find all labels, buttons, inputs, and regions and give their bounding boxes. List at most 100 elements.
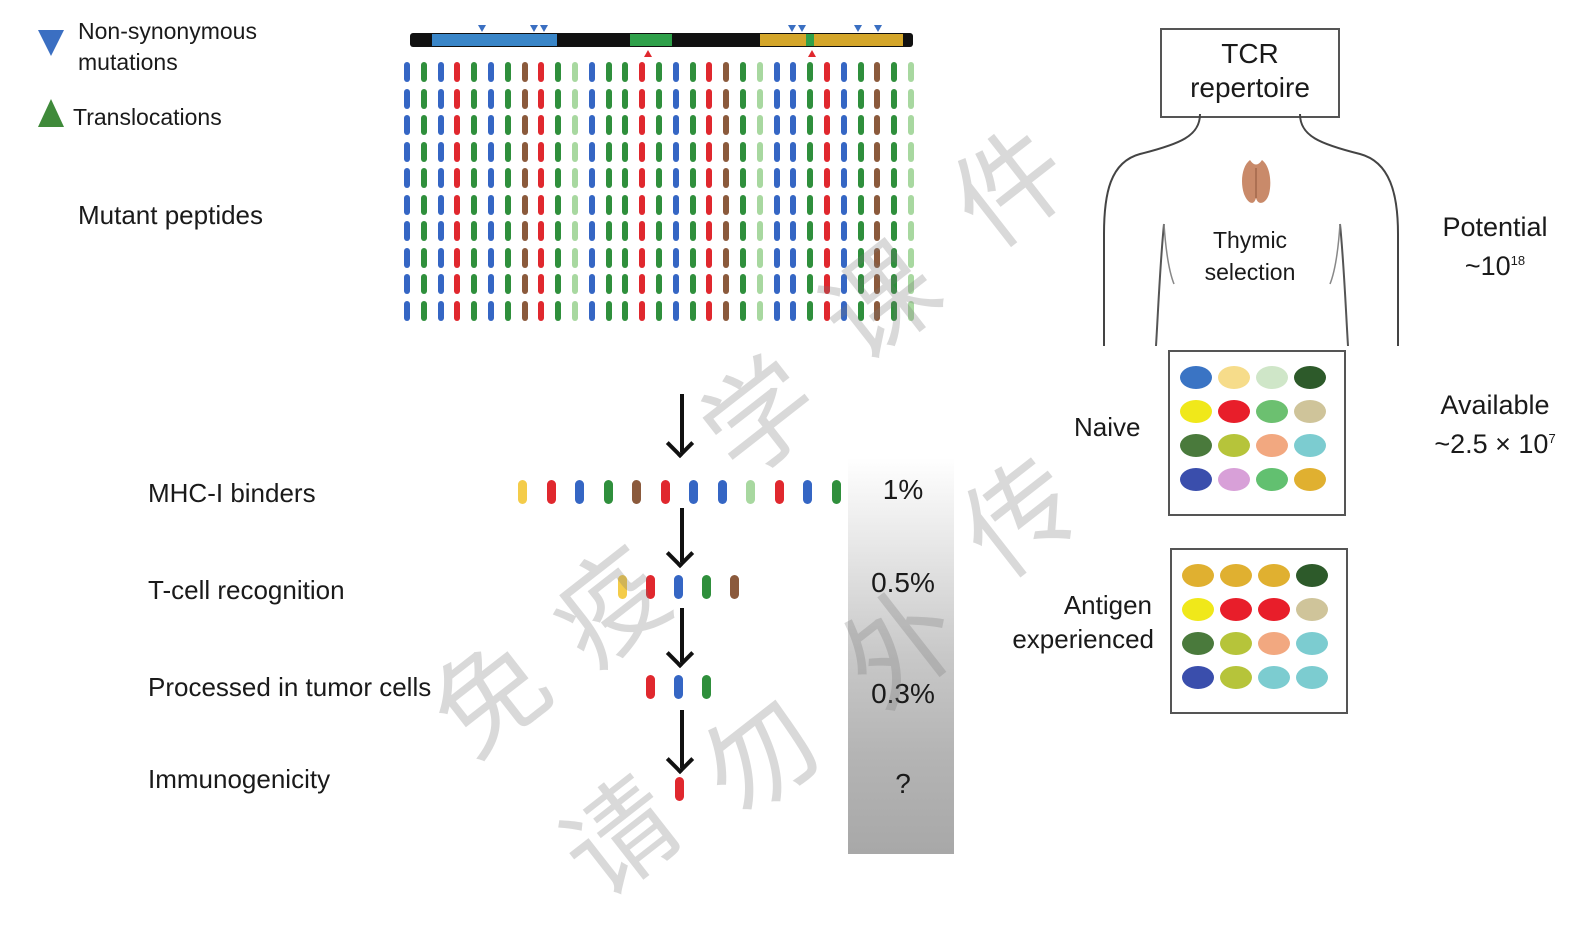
label-mutant-peptides: Mutant peptides [78, 200, 264, 230]
antigen-experienced-grid [1170, 548, 1348, 714]
mutant-peptide-grid [404, 62, 924, 334]
peptide [588, 141, 595, 162]
peptide [723, 247, 730, 268]
peptide [538, 115, 545, 135]
available-label: Available ~2.5 × 107 [1420, 388, 1570, 461]
peptide [471, 168, 478, 188]
peptide [504, 88, 511, 109]
peptide [672, 221, 679, 241]
peptide [790, 247, 797, 268]
tcr-repertoire-box: TCR repertoire [1160, 28, 1340, 118]
watermark-char: 件 [928, 103, 1094, 273]
peptide [790, 300, 797, 321]
label-mhc-binders: MHC-I binders [148, 478, 316, 508]
gene-marker-green [806, 34, 814, 46]
peptide [790, 62, 797, 82]
peptide [639, 247, 646, 268]
peptide [723, 88, 730, 109]
tcr-clone-dot [1258, 564, 1290, 587]
peptide [790, 141, 797, 162]
tcr-clone-dot [1258, 632, 1290, 655]
peptide [588, 194, 595, 215]
peptide [454, 62, 461, 82]
peptide [807, 88, 814, 109]
peptide [521, 141, 528, 162]
peptide [891, 247, 898, 268]
peptide [555, 168, 562, 188]
peptide [807, 115, 814, 135]
peptide [740, 300, 746, 321]
peptide [660, 480, 670, 504]
peptide [756, 88, 763, 109]
peptide [437, 141, 444, 162]
tcr-clone-dot [1256, 468, 1288, 491]
peptide [572, 141, 578, 162]
peptide [717, 480, 727, 504]
non-synonymous-mutation-icon [38, 30, 64, 56]
peptide [840, 274, 847, 294]
tcr-clone-dot [1256, 434, 1288, 457]
peptide [437, 194, 444, 215]
peptide [740, 141, 746, 162]
watermark-char: 疫 [528, 523, 694, 693]
tcr-clone-dot [1258, 666, 1290, 689]
peptide [908, 88, 914, 109]
peptide [857, 194, 864, 215]
peptide [454, 274, 461, 294]
peptide [454, 194, 461, 215]
tcr-clone-dot [1180, 400, 1212, 423]
peptide [702, 675, 711, 699]
peptide [857, 141, 864, 162]
peptide [471, 274, 478, 294]
peptide [656, 194, 662, 215]
tcr-clone-dot [1294, 468, 1326, 491]
peptide [420, 115, 427, 135]
peptide [891, 300, 898, 321]
peptide [404, 274, 410, 294]
peptide [672, 141, 679, 162]
tcr-clone-dot [1296, 632, 1328, 655]
peptide [790, 221, 797, 241]
peptide [672, 194, 679, 215]
peptide [807, 194, 814, 215]
peptide [891, 88, 898, 109]
peptide [605, 300, 612, 321]
peptide [824, 62, 830, 82]
peptide [874, 274, 881, 294]
peptide [471, 88, 478, 109]
peptide [572, 62, 578, 82]
peptide [740, 88, 746, 109]
peptide [622, 221, 629, 241]
peptide [437, 274, 444, 294]
peptide [404, 221, 410, 241]
peptide [689, 221, 696, 241]
peptide [656, 274, 662, 294]
peptide [689, 274, 696, 294]
peptide [706, 141, 713, 162]
peptide [454, 115, 461, 135]
peptide [639, 221, 646, 241]
peptide [639, 62, 646, 82]
peptide [824, 141, 830, 162]
percentage-gradient-column [848, 458, 954, 854]
label-immunogenicity: Immunogenicity [148, 764, 331, 794]
peptide [891, 274, 898, 294]
peptide [706, 88, 713, 109]
naive-repertoire-grid [1168, 350, 1346, 516]
peptide [672, 62, 679, 82]
peptide [471, 300, 478, 321]
peptide [756, 115, 763, 135]
peptide [723, 300, 730, 321]
tcr-clone-dot [1182, 598, 1214, 621]
peptide [504, 300, 511, 321]
peptide [656, 115, 662, 135]
peptide [756, 141, 763, 162]
peptide [824, 300, 830, 321]
tcr-clone-dot [1180, 434, 1212, 457]
peptide [404, 141, 410, 162]
translocation-tick [808, 50, 816, 57]
gene-segment-green [630, 34, 672, 46]
peptide [840, 141, 847, 162]
available-title: Available [1440, 390, 1550, 420]
peptide [756, 194, 763, 215]
